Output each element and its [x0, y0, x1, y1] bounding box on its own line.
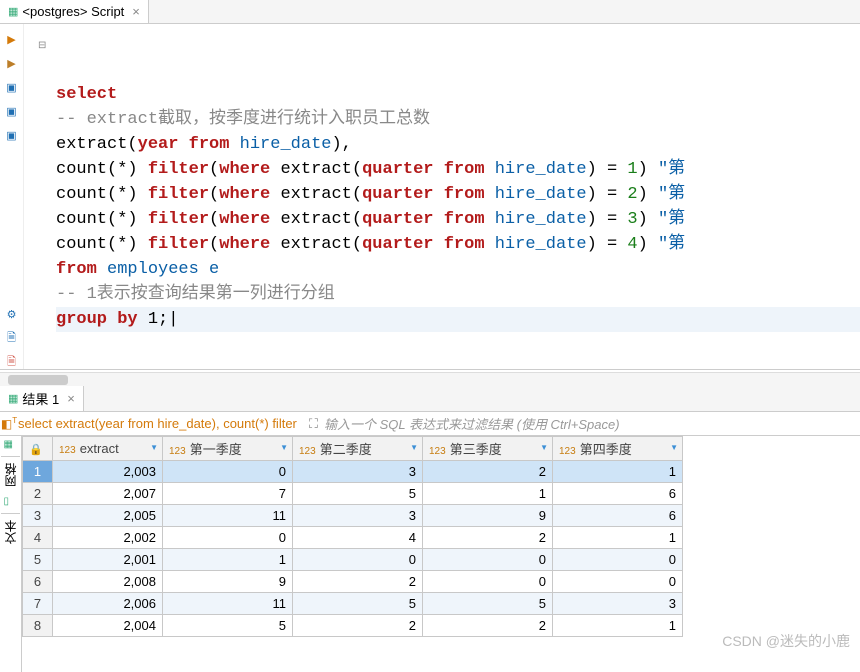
line-3: extract(year from hire_date), [56, 135, 352, 154]
col-q1[interactable]: 123第一季度▼ [163, 437, 293, 461]
filter-hint[interactable]: 输入一个 SQL 表达式来过滤结果 (使用 Ctrl+Space) [324, 414, 860, 433]
line-4: count(*) filter(where extract(quarter fr… [56, 160, 685, 179]
doc2-icon[interactable]: 🗎 [5, 355, 19, 369]
text-tab-icon: ▯ [4, 496, 18, 510]
comment-2: -- 1表示按查询结果第一列进行分组 [56, 285, 335, 304]
grid-icon: ▦ [8, 392, 18, 405]
explain-icon[interactable]: ▣ [5, 80, 19, 94]
results-tab-bar: ▦ 结果 1 × [0, 386, 860, 412]
kw-select: select [56, 85, 117, 104]
rownum-header[interactable]: 🔒 [23, 437, 53, 461]
table-row: 42,0020421 [23, 527, 683, 549]
table-row: 82,0045221 [23, 615, 683, 637]
results-tab[interactable]: ▦ 结果 1 × [0, 386, 84, 411]
dropdown-icon: ▼ [280, 443, 288, 452]
table-row: 62,0089200 [23, 571, 683, 593]
sql-editor[interactable]: ⊟ select -- extract截取，按季度进行统计入职员工总数 extr… [24, 24, 860, 369]
watermark: CSDN @迷失的小鹿 [722, 631, 850, 651]
fold-icon[interactable]: ⊟ [38, 34, 46, 59]
grid-tab-icon: ▦ [4, 439, 18, 453]
editor-tab-title: <postgres> Script [22, 4, 124, 19]
line-7: count(*) filter(where extract(quarter fr… [56, 235, 685, 254]
grid-tab[interactable]: 网格 [1, 456, 20, 493]
line-6: count(*) filter(where extract(quarter fr… [56, 210, 685, 229]
line-10: group by 1;| [56, 307, 860, 332]
sql-icon: ◧T [0, 416, 18, 431]
line-8: from employees e [56, 260, 219, 279]
table-row: 32,00511396 [23, 505, 683, 527]
settings-icon[interactable]: ⚙ [5, 307, 19, 321]
dropdown-icon: ▼ [670, 443, 678, 452]
table-row: 22,0077516 [23, 483, 683, 505]
dropdown-icon: ▼ [150, 443, 158, 452]
header-row: 🔒 123extract▼ 123第一季度▼ 123第二季度▼ 123第三季度▼… [23, 437, 683, 461]
filter-sql[interactable]: select extract(year from hire_date), cou… [18, 416, 303, 431]
col-q4[interactable]: 123第四季度▼ [553, 437, 683, 461]
dropdown-icon: ▼ [540, 443, 548, 452]
table-row: 52,0011000 [23, 549, 683, 571]
editor-hscroll[interactable] [0, 372, 860, 386]
col-q3[interactable]: 123第三季度▼ [423, 437, 553, 461]
lock-icon: 🔒 [29, 444, 43, 456]
close-icon[interactable]: × [67, 391, 75, 406]
data-table: 🔒 123extract▼ 123第一季度▼ 123第二季度▼ 123第三季度▼… [22, 436, 683, 637]
line-5: count(*) filter(where extract(quarter fr… [56, 185, 685, 204]
col-extract[interactable]: 123extract▼ [53, 437, 163, 461]
main-split: ▶ ▶ ▣ ▣ ▣ ⚙ 🗎 🗎 ⊟ select -- extract截取，按季… [0, 24, 860, 370]
expand-icon[interactable]: ⛶ [303, 416, 324, 432]
results-tab-title: 结果 1 [22, 389, 59, 408]
doc1-icon[interactable]: 🗎 [5, 331, 19, 345]
comment-1: -- extract截取，按季度进行统计入职员工总数 [56, 110, 430, 129]
dropdown-icon: ▼ [410, 443, 418, 452]
panel2-icon[interactable]: ▣ [5, 128, 19, 142]
panel-icon[interactable]: ▣ [5, 104, 19, 118]
editor-tab-bar: ▦ <postgres> Script × [0, 0, 860, 24]
side-tabs: ▦ 网格 ▯ 文本 [0, 436, 22, 672]
col-q2[interactable]: 123第二季度▼ [293, 437, 423, 461]
left-gutter: ▶ ▶ ▣ ▣ ▣ ⚙ 🗎 🗎 [0, 24, 24, 369]
run-step-icon[interactable]: ▶ [5, 56, 19, 70]
table-row: 12,0030321 [23, 461, 683, 483]
sql-script-icon: ▦ [8, 5, 18, 18]
close-icon[interactable]: × [132, 4, 140, 19]
run-icon[interactable]: ▶ [5, 32, 19, 46]
editor-tab[interactable]: ▦ <postgres> Script × [0, 0, 149, 23]
filter-row: ◧T select extract(year from hire_date), … [0, 412, 860, 436]
text-tab[interactable]: 文本 [1, 513, 20, 550]
table-row: 72,00611553 [23, 593, 683, 615]
